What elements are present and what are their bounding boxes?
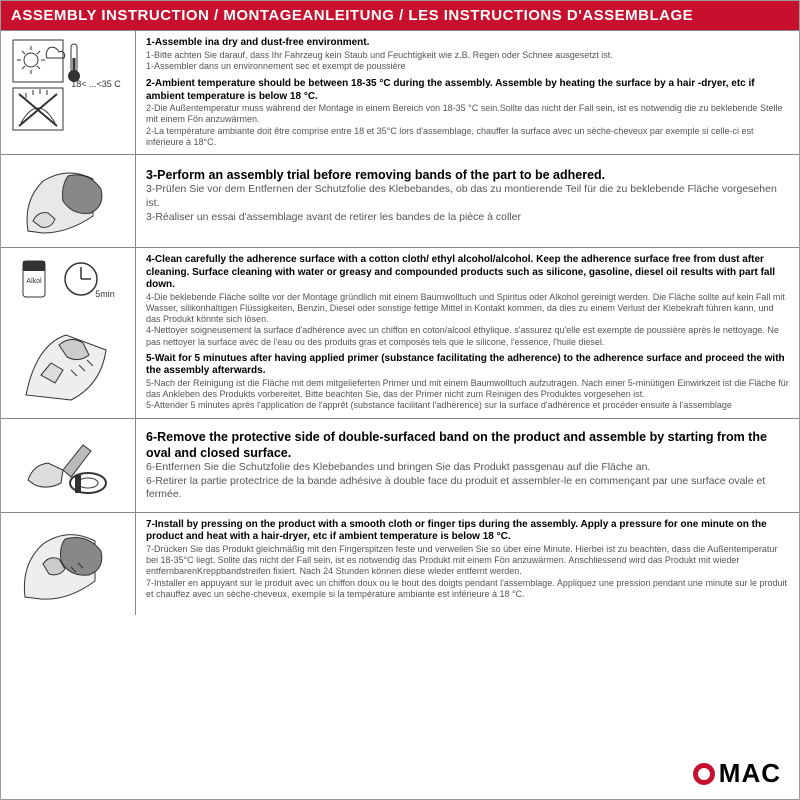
step7-en: 7-Install by pressing on the product wit… [146, 519, 789, 544]
icon-cell-3: Alkol 5min [1, 248, 136, 418]
bottle-label: Alkol [26, 278, 42, 285]
row-2: 3-Perform an assembly trial before remov… [1, 154, 799, 247]
step2-fr: 2-La température ambiante doit être comp… [146, 126, 789, 149]
step3-en: 3-Perform an assembly trial before remov… [146, 167, 789, 183]
step5-fr: 5-Attender 5 minutes après l'application… [146, 400, 789, 411]
icon-cell-5 [1, 513, 136, 615]
row-5: 7-Install by pressing on the product wit… [1, 512, 799, 615]
step2-de: 2-Die Außentemperatur muss während der M… [146, 103, 789, 126]
text-cell-1: 1-Assemble ina dry and dust-free environ… [136, 31, 799, 154]
step5-de: 5-Nach der Reinigung ist die Fläche mit … [146, 378, 789, 401]
peel-tape-icon [13, 425, 123, 505]
step3-de: 3-Prüfen Sie vor dem Entfernen der Schut… [146, 183, 789, 210]
temp-range-label: 18< ...<35 C [71, 79, 121, 89]
step7-de: 7-Drücken Sie das Produkt gleichmäßig mi… [146, 544, 789, 578]
icon-cell-1: 18< ...<35 C [1, 31, 136, 154]
wait-label: 5min [95, 289, 115, 299]
logo-text: MAC [719, 758, 781, 789]
press-install-icon [13, 519, 123, 609]
step6-en: 6-Remove the protective side of double-s… [146, 429, 789, 462]
title-bar: ASSEMBLY INSTRUCTION / MONTAGEANLEITUNG … [1, 1, 799, 30]
step7-fr: 7-Installer en appuyant sur le produit a… [146, 578, 789, 601]
step1-en: 1-Assemble ina dry and dust-free environ… [146, 37, 789, 50]
step1-fr: 1-Assembler dans un environnement sec et… [146, 61, 789, 72]
row-4: 6-Remove the protective side of double-s… [1, 418, 799, 512]
step2-en: 2-Ambient temperature should be between … [146, 78, 789, 103]
row-1: 18< ...<35 C 1-Assemble ina dry and dust… [1, 30, 799, 154]
step3-fr: 3-Réaliser un essai d'assemblage avant d… [146, 211, 789, 225]
step5-en: 5-Wait for 5 minutues after having appli… [146, 353, 789, 378]
step1-de: 1-Bitte achten Sie darauf, dass Ihr Fahr… [146, 50, 789, 61]
brand-logo: MAC [693, 758, 781, 789]
footer: MAC [1, 750, 799, 799]
trial-fit-icon [13, 161, 123, 241]
logo-o-icon [693, 763, 715, 785]
step4-en: 4-Clean carefully the adherence surface … [146, 254, 789, 292]
step4-fr: 4-Nettoyer soigneusement la surface d'ad… [146, 325, 789, 348]
step4-de: 4-Die beklebende Fläche sollte vor der M… [146, 292, 789, 326]
icon-cell-4 [1, 419, 136, 512]
instruction-sheet: ASSEMBLY INSTRUCTION / MONTAGEANLEITUNG … [0, 0, 800, 800]
step6-fr: 6-Retirer la partie protectrice de la ba… [146, 475, 789, 502]
text-cell-2: 3-Perform an assembly trial before remov… [136, 155, 799, 247]
row-3: Alkol 5min 4-Clean carefully the adheren… [1, 247, 799, 418]
clean-wait-icon: Alkol 5min [11, 255, 126, 410]
text-cell-3: 4-Clean carefully the adherence surface … [136, 248, 799, 418]
text-cell-5: 7-Install by pressing on the product wit… [136, 513, 799, 615]
text-cell-4: 6-Remove the protective side of double-s… [136, 419, 799, 512]
step6-de: 6-Entfernen Sie die Schutzfolie des Kleb… [146, 461, 789, 475]
title-text: ASSEMBLY INSTRUCTION / MONTAGEANLEITUNG … [11, 7, 693, 24]
icon-cell-2 [1, 155, 136, 247]
